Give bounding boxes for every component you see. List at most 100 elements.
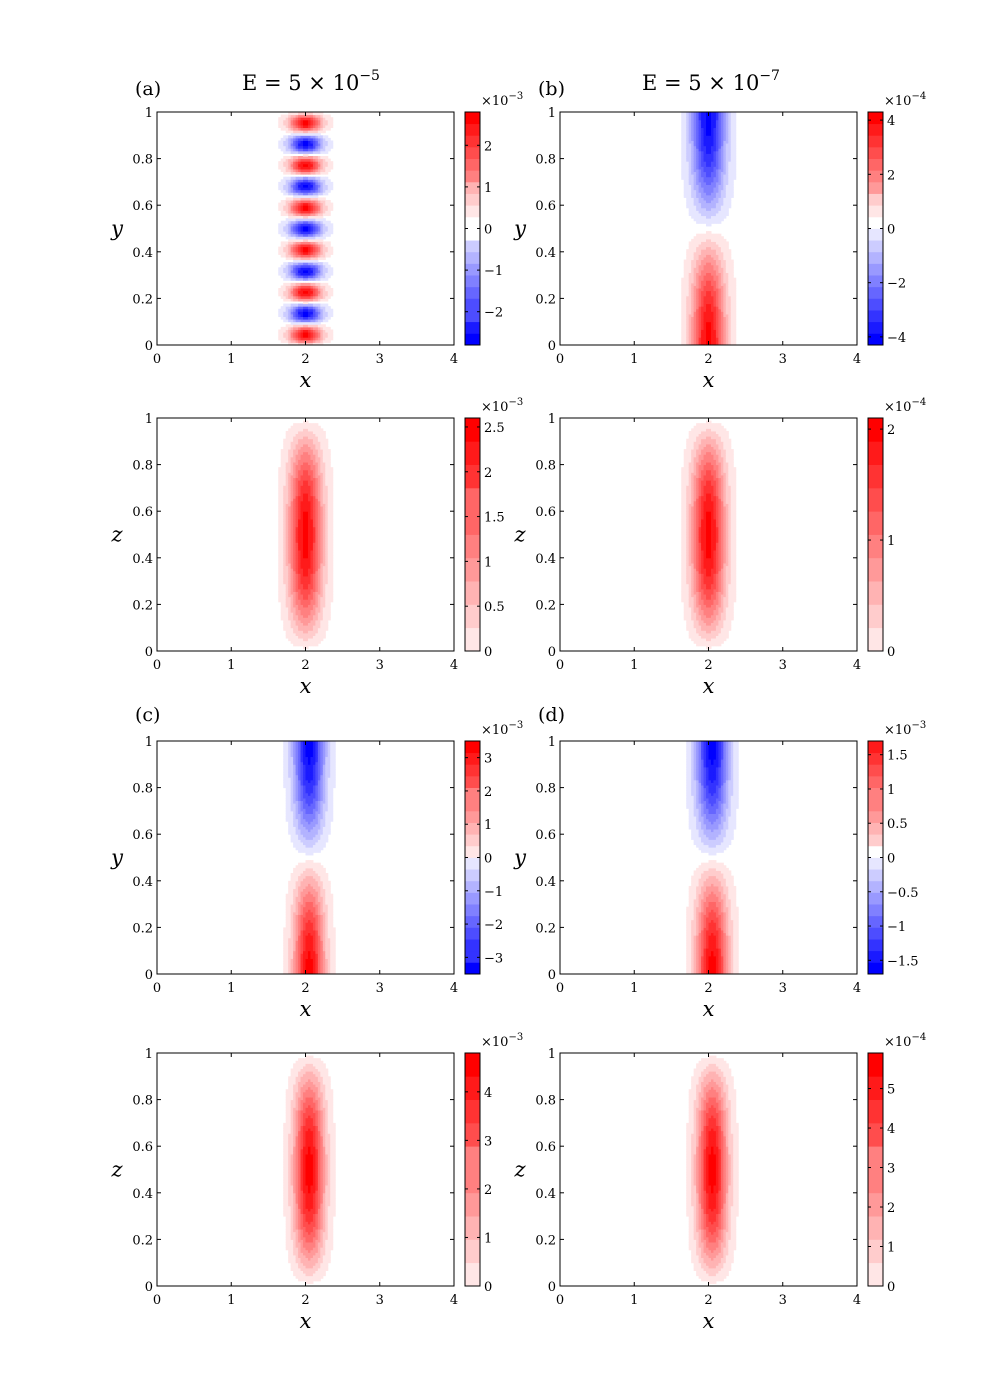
contour-cell: [327, 168, 331, 173]
contour-cell: [698, 280, 702, 284]
contour-cell: [315, 145, 319, 149]
contour-cell: [720, 269, 724, 274]
contour-cell: [288, 622, 292, 626]
contour-cell: [300, 215, 304, 219]
contour-cell: [706, 272, 709, 276]
contour-cell: [725, 264, 729, 268]
contour-cell: [278, 181, 282, 185]
contour-cell: [280, 225, 284, 229]
contour-cell: [698, 176, 702, 180]
contour-cell: [315, 493, 319, 497]
contour-cell: [303, 135, 306, 139]
contour-cell: [723, 171, 727, 175]
contour-cell: [300, 529, 304, 533]
contour-cell: [312, 490, 316, 494]
contour-cell: [290, 638, 294, 642]
contour-cell: [278, 205, 282, 209]
contour-cell: [283, 308, 287, 312]
contour-cell: [307, 537, 311, 541]
contour-cell: [698, 158, 702, 162]
contour-cell: [715, 300, 719, 305]
contour-cell: [683, 171, 687, 175]
contour-cell: [298, 521, 302, 525]
contour-cell: [278, 493, 282, 497]
contour-cell: [300, 503, 304, 507]
contour-cell: [701, 194, 705, 198]
contour-cell: [315, 329, 319, 333]
contour-cell: [293, 145, 297, 149]
contour-cell: [293, 212, 297, 217]
contour-cell: [725, 288, 729, 292]
contour-cell: [317, 622, 321, 626]
contour-cell: [688, 202, 692, 206]
contour-cell: [285, 493, 289, 497]
contour-cell: [312, 537, 316, 541]
contour-cell: [723, 313, 727, 318]
contour-cell: [683, 306, 687, 310]
contour-cell: [708, 192, 712, 196]
contour-cell: [305, 588, 309, 592]
contour-cell: [283, 210, 287, 214]
contour-cell: [312, 544, 316, 548]
contour-cell: [303, 428, 306, 432]
contour-cell: [728, 267, 732, 271]
contour-cell: [310, 430, 314, 435]
contour-cell: [317, 568, 321, 572]
contour-cell: [681, 303, 685, 307]
contour-cell: [307, 547, 311, 551]
contour-cell: [688, 308, 692, 312]
contour-cell: [688, 135, 692, 139]
contour-cell: [280, 508, 284, 512]
contour-cell: [300, 293, 304, 297]
contour-cell: [300, 324, 304, 328]
contour-cell: [280, 617, 284, 621]
contour-cell: [317, 612, 321, 616]
contour-cell: [693, 218, 697, 222]
contour-cell: [293, 573, 297, 577]
contour-cell: [278, 578, 282, 582]
contour-cell: [688, 256, 692, 261]
contour-cell: [310, 511, 314, 515]
contour-cell: [315, 578, 319, 582]
contour-cell: [710, 112, 714, 116]
contour-cell: [310, 575, 314, 580]
contour-cell: [706, 200, 709, 204]
contour-cell: [283, 583, 287, 587]
contour-cell: [715, 145, 719, 149]
contour-cell: [317, 337, 321, 341]
contour-cell: [290, 606, 294, 611]
contour-cell: [317, 573, 321, 577]
contour-cell: [288, 189, 292, 193]
contour-cell: [317, 233, 321, 237]
contour-fill: [278, 112, 334, 345]
contour-cell: [312, 236, 316, 240]
contour-cell: [305, 443, 309, 447]
contour-cell: [280, 181, 284, 185]
contour-cell: [710, 332, 714, 336]
contour-cell: [278, 477, 282, 481]
contour-cell: [293, 635, 297, 639]
contour-cell: [686, 332, 690, 336]
contour-cell: [688, 306, 692, 310]
contour-cell: [307, 529, 311, 533]
contour-cell: [298, 441, 302, 445]
contour-cell: [285, 588, 289, 592]
contour-cell: [278, 565, 282, 569]
contour-cell: [300, 244, 304, 248]
contour-cell: [303, 269, 306, 274]
contour-cell: [706, 166, 709, 170]
contour-cell: [285, 212, 289, 217]
contour-cell: [708, 168, 712, 173]
contour-cell: [293, 114, 297, 118]
contour-cell: [720, 246, 724, 250]
contour-cell: [312, 547, 316, 551]
contour-cell: [681, 158, 685, 162]
contour-cell: [288, 205, 292, 209]
contour-cell: [317, 140, 321, 144]
colorbar-segment: [465, 286, 480, 299]
contour-cell: [278, 122, 282, 126]
contour-cell: [280, 337, 284, 341]
contour-cell: [725, 251, 729, 255]
contour-cell: [285, 168, 289, 173]
contour-cell: [307, 168, 311, 173]
